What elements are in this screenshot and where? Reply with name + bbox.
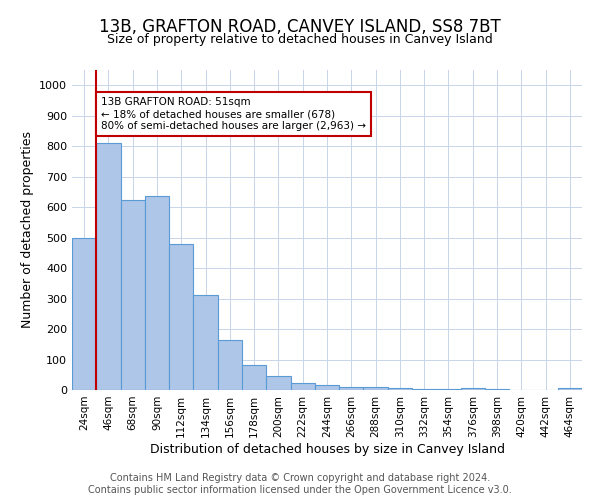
Bar bbox=[364, 387, 388, 390]
Bar bbox=[315, 384, 339, 390]
Bar bbox=[218, 340, 242, 390]
Bar bbox=[558, 388, 582, 390]
Bar bbox=[388, 388, 412, 390]
Text: Size of property relative to detached houses in Canvey Island: Size of property relative to detached ho… bbox=[107, 32, 493, 46]
Bar bbox=[266, 376, 290, 390]
Bar bbox=[169, 244, 193, 390]
Bar bbox=[121, 200, 145, 390]
Bar bbox=[339, 387, 364, 390]
Text: Contains HM Land Registry data © Crown copyright and database right 2024.
Contai: Contains HM Land Registry data © Crown c… bbox=[88, 474, 512, 495]
Bar bbox=[290, 382, 315, 390]
Bar bbox=[72, 238, 96, 390]
X-axis label: Distribution of detached houses by size in Canvey Island: Distribution of detached houses by size … bbox=[149, 442, 505, 456]
Bar bbox=[145, 196, 169, 390]
Text: 13B GRAFTON ROAD: 51sqm
← 18% of detached houses are smaller (678)
80% of semi-d: 13B GRAFTON ROAD: 51sqm ← 18% of detache… bbox=[101, 98, 366, 130]
Bar bbox=[412, 389, 436, 390]
Bar bbox=[96, 143, 121, 390]
Bar bbox=[193, 295, 218, 390]
Bar bbox=[242, 365, 266, 390]
Bar bbox=[461, 388, 485, 390]
Text: 13B, GRAFTON ROAD, CANVEY ISLAND, SS8 7BT: 13B, GRAFTON ROAD, CANVEY ISLAND, SS8 7B… bbox=[99, 18, 501, 36]
Y-axis label: Number of detached properties: Number of detached properties bbox=[20, 132, 34, 328]
